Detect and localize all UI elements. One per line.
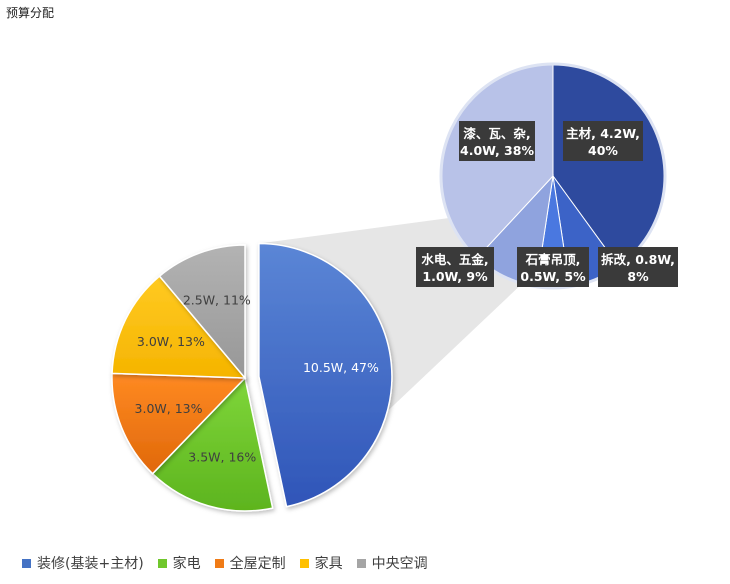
legend-label: 装修(基装+主材) (37, 556, 144, 572)
svg-text:石膏吊顶,: 石膏吊顶, (525, 252, 581, 267)
main-pie-slice (158, 244, 246, 381)
svg-text:0.5W, 5%: 0.5W, 5% (520, 269, 586, 284)
svg-text:1.0W, 9%: 1.0W, 9% (422, 269, 488, 284)
sub-pie-data-label: 漆、瓦、杂, 4.0W, 38% (459, 121, 535, 161)
chart-title: 预算分配 (6, 6, 55, 20)
svg-text:8%: 8% (627, 269, 649, 284)
legend-item: 家具 (299, 553, 343, 573)
legend-label: 中央空调 (371, 556, 428, 572)
svg-text:拆改, 0.8W,: 拆改, 0.8W, (601, 252, 675, 267)
main-pie-slice (258, 242, 393, 508)
legend-label: 家具 (314, 556, 343, 572)
main-pie-data-label: 3.5W, 16% (188, 449, 256, 464)
svg-text:漆、瓦、杂,: 漆、瓦、杂, (463, 126, 530, 141)
main-pie-data-label: 10.5W, 47% (303, 360, 379, 375)
legend-swatch (214, 558, 224, 568)
sub-pie-data-label: 主材, 4.2W, 40% (563, 121, 643, 161)
legend-swatch (22, 558, 31, 568)
legend-item: 中央空调 (356, 553, 428, 573)
main-pie-data-label: 2.5W, 11% (183, 293, 251, 308)
main-pie-data-label: 3.0W, 13% (137, 334, 205, 349)
svg-text:40%: 40% (588, 143, 618, 158)
svg-text:水电、五金,: 水电、五金, (421, 252, 488, 267)
chart-legend: 装修(基装+主材) 家电 全屋定制 家具 中央空调 (22, 553, 442, 573)
sub-pie-outline (439, 62, 667, 290)
legend-label: 全屋定制 (229, 556, 286, 572)
legend-item: 装修(基装+主材) (22, 553, 144, 573)
legend-item: 全屋定制 (214, 553, 286, 573)
sub-pie-data-label: 拆改, 0.8W, 8% (598, 247, 678, 287)
legend-item: 家电 (157, 553, 201, 573)
svg-text:主材, 4.2W,: 主材, 4.2W, (566, 126, 640, 141)
legend-swatch (356, 558, 366, 568)
legend-swatch (299, 558, 309, 568)
main-pie-data-label: 3.0W, 13% (135, 401, 203, 416)
sub-pie-data-label: 水电、五金, 1.0W, 9% (416, 247, 494, 287)
main-pie-slice (151, 376, 274, 512)
legend-label: 家电 (172, 556, 201, 572)
main-pie-slice (111, 275, 247, 379)
sub-pie-data-label: 石膏吊顶, 0.5W, 5% (517, 247, 589, 287)
main-pie-slice (111, 372, 247, 475)
svg-text:4.0W, 38%: 4.0W, 38% (460, 143, 534, 158)
legend-swatch (157, 558, 167, 568)
